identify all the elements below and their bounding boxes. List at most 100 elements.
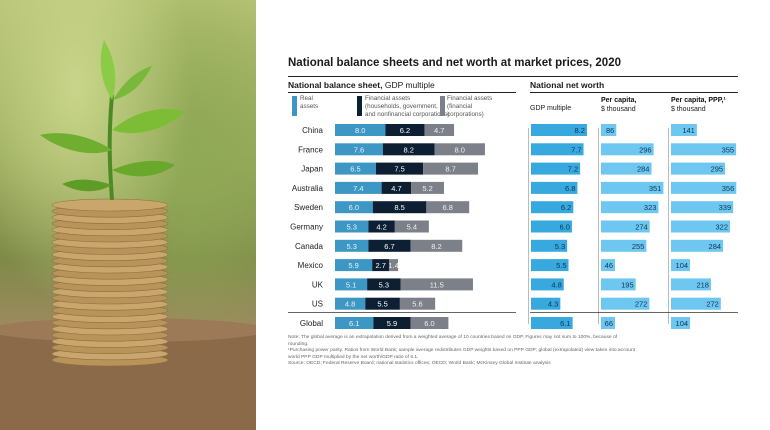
country-label: Global <box>300 319 323 328</box>
per-capita-label: 272 <box>635 300 648 309</box>
networth-gdp-bar <box>531 124 587 136</box>
country-label: Australia <box>292 184 324 193</box>
bar-value-label: 5.6 <box>412 300 422 309</box>
ppp-bar <box>671 220 731 233</box>
per-capita-bar <box>601 297 650 310</box>
divider-left <box>528 128 529 324</box>
bar-value-label: 5.3 <box>346 242 356 251</box>
country-label: UK <box>312 280 324 289</box>
ppp-label: 104 <box>676 261 689 270</box>
per-capita-label: 255 <box>632 242 645 251</box>
ppp-label: 356 <box>722 184 735 193</box>
bar-value-label: 6.0 <box>424 319 434 328</box>
bar-value-label: 8.0 <box>455 145 465 154</box>
bar-segment <box>335 297 366 310</box>
per-capita-label: 46 <box>605 261 613 270</box>
title-rule <box>288 76 738 77</box>
country-label: Canada <box>295 242 324 251</box>
ppp-label: 284 <box>709 242 722 251</box>
bar-segment <box>424 124 455 136</box>
bar-segment <box>373 317 411 329</box>
bar-value-label: 5.2 <box>422 184 432 193</box>
networth-gdp-label: 5.3 <box>555 242 565 251</box>
ppp-bar <box>671 317 691 329</box>
per-capita-bar <box>601 181 664 194</box>
bar-value-label: 6.1 <box>349 319 359 328</box>
networth-gdp-bar <box>531 239 568 252</box>
bar-value-label: 4.2 <box>376 223 386 232</box>
bar-value-label: 7.6 <box>354 145 364 154</box>
divider-right <box>668 128 669 324</box>
legend-swatch-fin-corp <box>440 96 445 116</box>
per-capita-label: 351 <box>649 184 662 193</box>
ppp-label: 355 <box>722 145 735 154</box>
bar-segment <box>375 162 424 175</box>
right-rule <box>530 92 738 93</box>
per-capita-label: 195 <box>621 280 634 289</box>
bar-value-label: 5.9 <box>387 319 397 328</box>
bar-segment <box>335 162 376 175</box>
bar-segment <box>426 201 470 214</box>
bar-segment <box>399 297 436 310</box>
networth-gdp-label: 6.1 <box>560 319 570 328</box>
bar-value-label: 5.9 <box>348 261 358 270</box>
ppp-bar <box>671 143 737 156</box>
legend-real: Real assets <box>300 95 319 110</box>
bar-segment <box>394 220 429 233</box>
bar-segment <box>335 143 383 156</box>
bar-value-label: 4.7 <box>434 126 444 135</box>
bar-value-label: 8.0 <box>355 126 365 135</box>
bar-value-label: 5.3 <box>346 223 356 232</box>
ppp-bar <box>671 201 734 214</box>
bar-segment <box>335 220 369 233</box>
bar-value-label: 5.5 <box>377 300 387 309</box>
bar-segment <box>385 124 425 136</box>
bar-value-label: 7.4 <box>353 184 363 193</box>
per-capita-bar <box>601 143 654 156</box>
footnotes: Note: The global average is an extrapola… <box>288 335 636 367</box>
bar-segment <box>335 317 374 329</box>
legend-swatch-fin-hh <box>357 96 362 116</box>
per-capita-bar <box>601 220 650 233</box>
bar-value-label: 6.7 <box>384 242 394 251</box>
bar-segment <box>382 143 435 156</box>
networth-gdp-label: 4.8 <box>551 280 561 289</box>
legend-fin-corp: Financial assets (financial corporations) <box>447 95 493 118</box>
ppp-label: 141 <box>682 126 695 135</box>
bar-value-label: 2.7 <box>375 261 385 270</box>
colhead-per-capita: Per capita, $ thousand <box>601 97 637 113</box>
per-capita-label: 323 <box>644 203 657 212</box>
networth-gdp-label: 4.3 <box>548 300 558 309</box>
bar-segment <box>335 239 369 252</box>
per-capita-bar <box>601 201 659 214</box>
per-capita-bar <box>601 124 617 136</box>
networth-gdp-bar <box>531 162 581 175</box>
bar-value-label: 8.5 <box>394 203 404 212</box>
bar-segment <box>410 317 449 329</box>
chart-title: National balance sheets and net worth at… <box>288 57 621 69</box>
bar-segment <box>368 220 395 233</box>
bar-segment <box>400 278 473 291</box>
left-rule <box>288 92 516 93</box>
per-capita-label: 284 <box>637 165 650 174</box>
per-capita-bar <box>601 162 652 175</box>
networth-gdp-bar <box>531 220 572 233</box>
bar-segment <box>335 278 368 291</box>
bar-segment <box>368 239 411 252</box>
ppp-bar <box>671 239 724 252</box>
ppp-label: 104 <box>676 319 689 328</box>
ppp-label: 218 <box>696 280 709 289</box>
ppp-bar <box>671 278 711 291</box>
bar-value-label: 5.4 <box>407 223 417 232</box>
per-capita-bar <box>601 259 615 272</box>
bar-segment <box>389 259 398 272</box>
bar-value-label: 8.2 <box>403 145 413 154</box>
country-label: Sweden <box>294 203 323 212</box>
ppp-bar <box>671 297 721 310</box>
bar-value-label: 6.5 <box>350 165 360 174</box>
bar-segment <box>335 201 373 214</box>
right-subtitle: National net worth <box>530 80 605 90</box>
networth-gdp-label: 8.2 <box>575 126 585 135</box>
per-capita-label: 296 <box>639 145 652 154</box>
